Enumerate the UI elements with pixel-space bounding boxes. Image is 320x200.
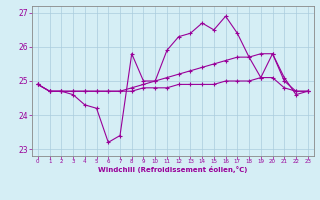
X-axis label: Windchill (Refroidissement éolien,°C): Windchill (Refroidissement éolien,°C)	[98, 166, 247, 173]
